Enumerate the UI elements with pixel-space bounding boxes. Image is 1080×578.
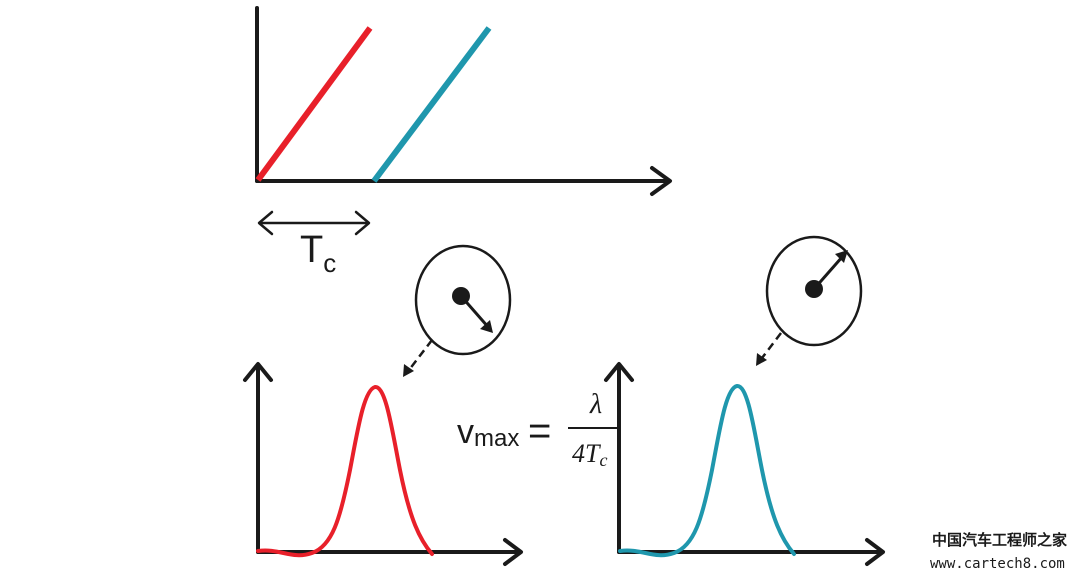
rotating-phasor-icon [756,235,863,366]
chirp-red-ramp [255,26,373,182]
chirp-teal-ramp [371,26,492,183]
right-peak-y-arrowhead [604,362,634,382]
left-peak-plot [243,362,523,566]
formula-lhs-main: v [457,413,474,451]
formula-equals: = [528,409,551,453]
left-phasor-pointer-head [403,364,414,377]
watermark-line1: 中国汽车工程师之家 [932,531,1067,549]
formula-lhs-sub: max [474,425,519,452]
left-peak-curve [256,385,434,558]
right-phasor-pointer-head [756,353,767,366]
delay-label-main: T [300,229,323,271]
right-peak-x-arrowhead [865,538,885,566]
delay-indicator: Tc [257,210,371,278]
left-phasor-circle [414,244,512,356]
delay-arrowhead-left [257,210,274,236]
formula-denominator: 4Tc [572,439,607,470]
rotating-phasor-icon [403,244,512,377]
formula-lhs: vmax [457,413,519,452]
vmax-formula: vmax = λ 4Tc [457,389,620,470]
right-peak-curve [618,384,796,558]
chirp-plot [255,6,672,196]
left-peak-y-arrowhead [243,362,273,382]
left-phasor-arrow [459,295,491,329]
right-phasor-arrowhead [835,250,848,263]
watermark: 中国汽车工程师之家 www.cartech8.com [930,531,1067,572]
chirp-x-axis-arrowhead [650,166,672,196]
right-phasor-circle [765,235,863,347]
delay-arrowhead-right [354,210,371,236]
formula-denominator-sub: c [599,450,607,470]
right-peak-plot [604,362,885,566]
right-phasor-pointer [761,332,782,359]
formula-numerator: λ [589,389,602,420]
left-phasor-arrowhead [480,320,493,333]
right-phasor-arrow [812,255,845,290]
left-peak-x-arrowhead [503,538,523,566]
delay-label-sub: c [323,248,336,278]
delay-label: Tc [300,229,336,278]
formula-denominator-main: 4T [572,439,601,468]
left-phasor-pointer [408,339,433,371]
watermark-line2: www.cartech8.com [930,556,1065,572]
